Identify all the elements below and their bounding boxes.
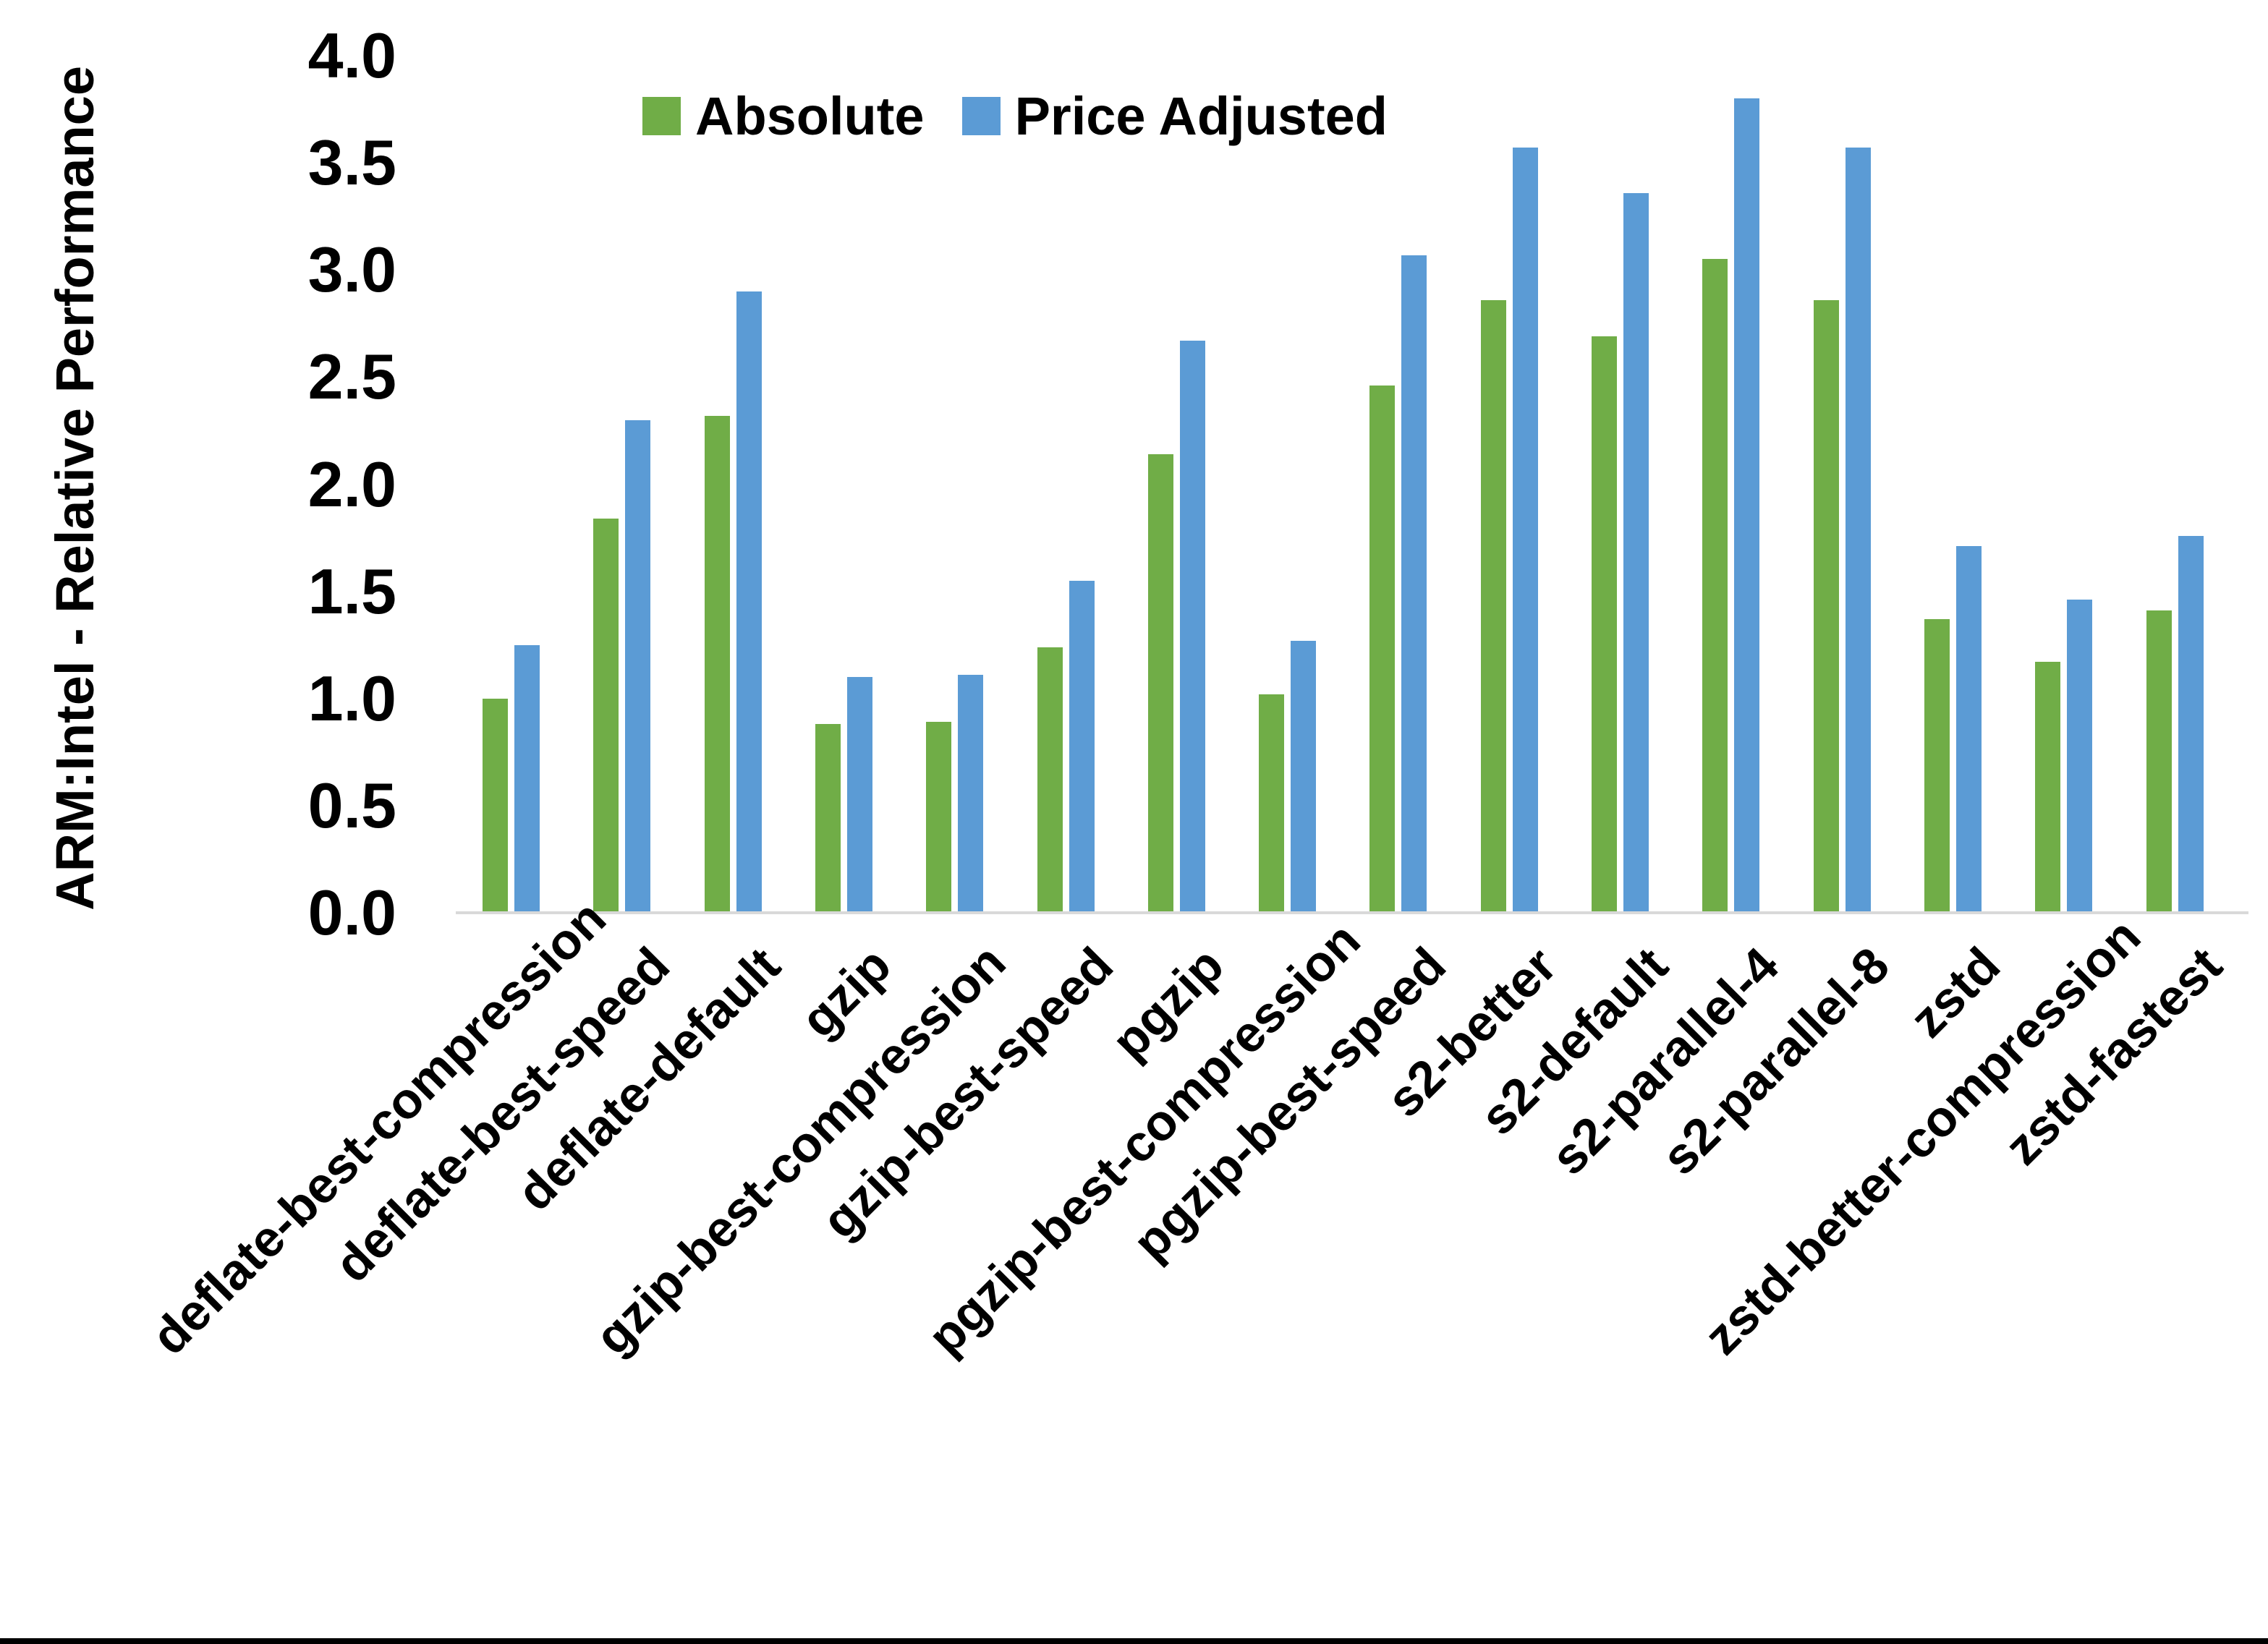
- bar-price-adjusted: [2178, 535, 2204, 913]
- bar-absolute: [1480, 299, 1506, 913]
- y-tick-label: 0.0: [307, 877, 396, 948]
- bar-absolute: [1924, 619, 1950, 913]
- bar-absolute: [815, 724, 841, 913]
- legend-item: Absolute: [642, 85, 925, 147]
- bar-absolute: [483, 698, 508, 913]
- bar-absolute: [1369, 386, 1396, 913]
- bar-price-adjusted: [1291, 640, 1317, 913]
- bar-price-adjusted: [846, 677, 872, 913]
- legend-item: Price Adjusted: [961, 85, 1388, 147]
- bar-absolute: [704, 415, 730, 913]
- bar-price-adjusted: [736, 291, 762, 913]
- y-tick-label: 1.0: [307, 662, 396, 734]
- y-tick-label: 2.0: [307, 448, 396, 520]
- legend-label: Absolute: [695, 86, 925, 146]
- x-axis-line: [456, 911, 2248, 914]
- y-tick-label: 3.5: [307, 127, 396, 199]
- bar-price-adjusted: [1734, 98, 1760, 913]
- bar-price-adjusted: [625, 419, 651, 913]
- bar-absolute: [1592, 336, 1617, 913]
- bar-absolute: [1259, 694, 1285, 913]
- bar-price-adjusted: [1955, 546, 1982, 913]
- bar-absolute: [593, 518, 619, 913]
- y-tick-label: 4.0: [307, 20, 396, 91]
- bar-price-adjusted: [1179, 341, 1205, 913]
- bar-absolute: [1813, 299, 1839, 913]
- bar-absolute: [1702, 259, 1728, 913]
- legend: Absolute Price Adjusted: [642, 85, 1388, 147]
- y-tick-label: 0.5: [307, 769, 396, 841]
- bar-price-adjusted: [958, 675, 984, 913]
- bar-price-adjusted: [1401, 255, 1427, 913]
- plot-area: [456, 56, 2246, 913]
- y-tick-label: 2.5: [307, 341, 396, 413]
- bar-absolute: [1037, 647, 1063, 913]
- bottom-border: [0, 1638, 2268, 1644]
- bar-price-adjusted: [2067, 600, 2093, 913]
- y-tick-label: 3.0: [307, 234, 396, 306]
- bar-price-adjusted: [1512, 148, 1538, 913]
- bar-absolute: [1147, 454, 1173, 913]
- bar-price-adjusted: [1845, 148, 1871, 913]
- bar-absolute: [2146, 610, 2172, 913]
- y-tick-label: 1.5: [307, 555, 396, 627]
- legend-swatch-icon: [961, 97, 1001, 135]
- bar-price-adjusted: [1623, 192, 1649, 913]
- bar-absolute: [926, 722, 952, 913]
- legend-swatch-icon: [642, 97, 681, 135]
- bar-absolute: [2035, 662, 2061, 913]
- bar-price-adjusted: [1069, 580, 1095, 913]
- legend-label: Price Adjusted: [1014, 86, 1388, 146]
- bar-price-adjusted: [514, 644, 540, 913]
